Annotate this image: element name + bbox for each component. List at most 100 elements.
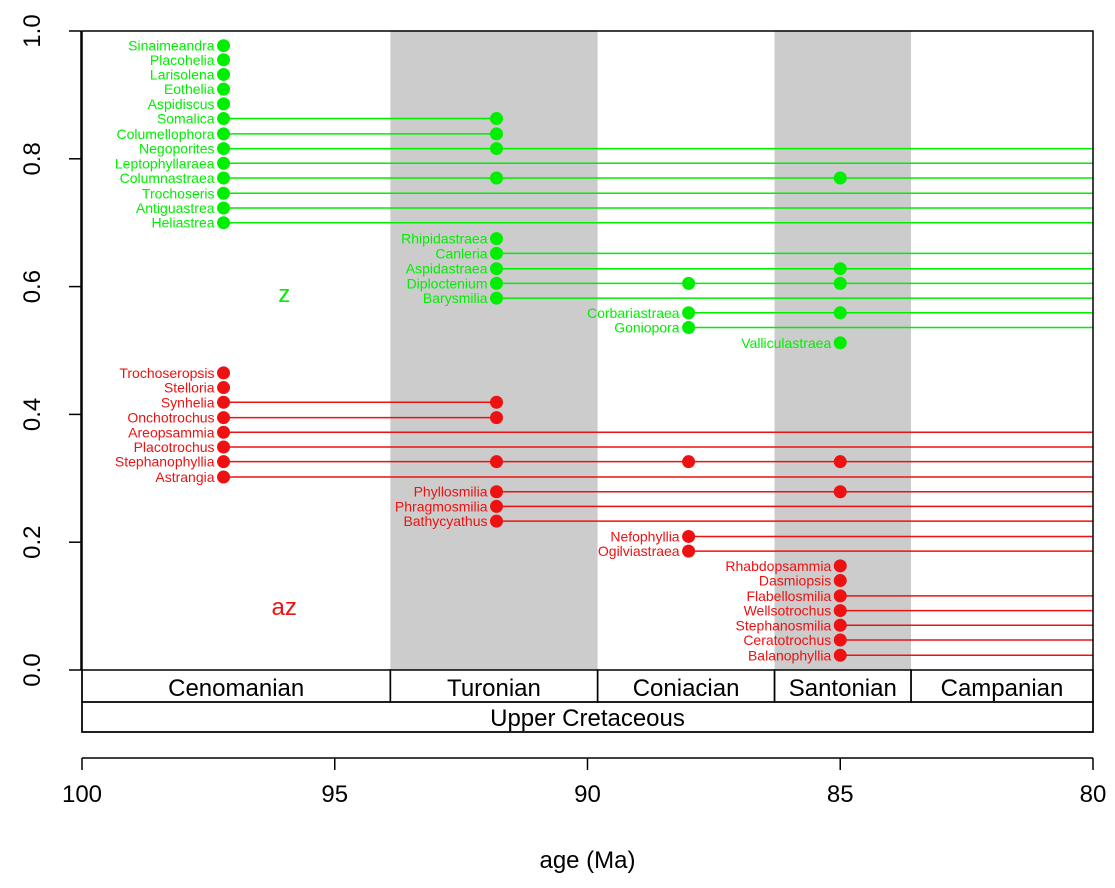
label-larisolena: Larisolena [150,66,215,82]
point-aspidastraea-1 [833,262,847,276]
plot-frame [81,30,1094,733]
point-stephanophyllia-2 [682,455,696,469]
point-flabellosmilia-0 [833,589,847,603]
label-columnastraea: Columnastraea [120,170,215,186]
point-negoporites-1 [490,142,504,156]
point-stelloria-0 [217,381,231,395]
point-ceratotrochus-0 [833,633,847,647]
point-diploctenium-2 [833,276,847,290]
label-trochoseris: Trochoseris [142,185,215,201]
group-label-az: az [272,594,297,621]
group-label-z: z [278,281,290,308]
label-areopsammia: Areopsammia [128,424,215,440]
label-balanophyllia: Balanophyllia [748,647,831,663]
point-nefophyllia-0 [682,529,696,543]
stage-label-campanian: Campanian [941,675,1064,702]
label-stephanophyllia: Stephanophyllia [115,454,215,470]
label-barysmilia: Barysmilia [423,290,488,306]
stage-label-coniacian: Coniacian [633,675,740,702]
point-trochoseris-0 [217,186,231,200]
point-dasmiopsis-0 [833,574,847,588]
label-negoporites: Negoporites [139,141,215,157]
label-goniopora: Goniopora [614,319,680,335]
point-sinaimeandra-0 [217,39,231,53]
x-tick-label-85: 85 [827,781,854,808]
shade-turonian [390,31,598,670]
point-onchotrochus-0 [217,411,231,425]
point-rhipidastraea-0 [490,232,504,246]
point-astrangia-0 [217,470,231,484]
point-trochoseropsis-0 [217,366,231,380]
point-synhelia-0 [217,395,231,409]
point-diploctenium-1 [682,276,696,290]
point-synhelia-1 [490,395,504,409]
label-synhelia: Synhelia [161,394,215,410]
x-tick-label-80: 80 [1080,781,1107,808]
point-valliculastraea-0 [833,336,847,350]
point-canleria-0 [490,246,504,260]
label-antiguastrea: Antiguastrea [136,200,215,216]
label-placotrochus: Placotrochus [134,439,215,455]
label-stephanosmilia: Stephanosmilia [736,617,832,633]
x-axis: 100 95 90 85 80 [62,757,1107,808]
point-larisolena-0 [217,67,231,81]
label-nefophyllia: Nefophyllia [610,528,679,544]
label-rhabdopsammia: Rhabdopsammia [725,558,831,574]
point-stephanosmilia-0 [833,618,847,632]
point-somalica-0 [217,112,231,126]
point-columnastraea-1 [490,171,504,185]
y-tick-label-5: 1.0 [19,14,46,47]
label-phragmosmilia: Phragmosmilia [395,498,488,514]
label-stelloria: Stelloria [164,380,215,396]
x-axis-title: age (Ma) [539,847,635,874]
point-phyllosmilia-1 [833,485,847,499]
label-sinaimeandra: Sinaimeandra [128,38,215,54]
label-aspidastraea: Aspidastraea [406,261,488,277]
point-leptophyllaraea-0 [217,156,231,170]
point-stephanophyllia-1 [490,455,504,469]
point-corbariastraea-1 [833,306,847,320]
point-aspidiscus-0 [217,97,231,111]
label-rhipidastraea: Rhipidastraea [401,231,488,247]
label-valliculastraea: Valliculastraea [741,335,831,351]
point-aspidastraea-0 [490,262,504,276]
point-somalica-1 [490,112,504,126]
point-phragmosmilia-0 [490,499,504,513]
point-columnastraea-2 [833,171,847,185]
point-rhabdopsammia-0 [833,559,847,573]
point-stephanophyllia-0 [217,455,231,469]
point-goniopora-0 [682,320,696,334]
group-labels: z az [272,281,297,621]
point-antiguastrea-0 [217,201,231,215]
label-astrangia: Astrangia [155,469,214,485]
stage-label-cenomanian: Cenomanian [168,675,304,702]
range-lines [223,117,1093,657]
geologic-timescale: Cenomanian Turonian Coniacian Santonian Camp… [81,669,1094,733]
stage-label-turonian: Turonian [447,675,541,702]
point-areopsammia-0 [217,425,231,439]
stage-shading [390,31,912,670]
y-tick-label-1: 0.2 [19,526,46,559]
label-eothelia: Eothelia [164,81,215,97]
label-flabellosmilia: Flabellosmilia [746,588,831,604]
label-somalica: Somalica [157,111,215,127]
label-bathycyathus: Bathycyathus [403,513,487,529]
label-ogilviastraea: Ogilviastraea [598,543,680,559]
point-bathycyathus-0 [490,514,504,528]
point-columnastraea-0 [217,171,231,185]
epoch-label-upper-cretaceous: Upper Cretaceous [490,705,685,732]
occurrence-points [217,39,847,662]
point-columellophora-0 [217,127,231,141]
label-canleria: Canleria [435,245,487,261]
label-leptophyllaraea: Leptophyllaraea [115,155,215,171]
label-corbariastraea: Corbariastraea [587,305,680,321]
point-diploctenium-0 [490,276,504,290]
x-tick-label-90: 90 [574,781,601,808]
point-eothelia-0 [217,82,231,96]
label-columellophora: Columellophora [116,126,214,142]
label-phyllosmilia: Phyllosmilia [414,484,488,500]
y-tick-label-4: 0.8 [19,142,46,175]
point-barysmilia-0 [490,291,504,305]
point-wellsotrochus-0 [833,604,847,618]
